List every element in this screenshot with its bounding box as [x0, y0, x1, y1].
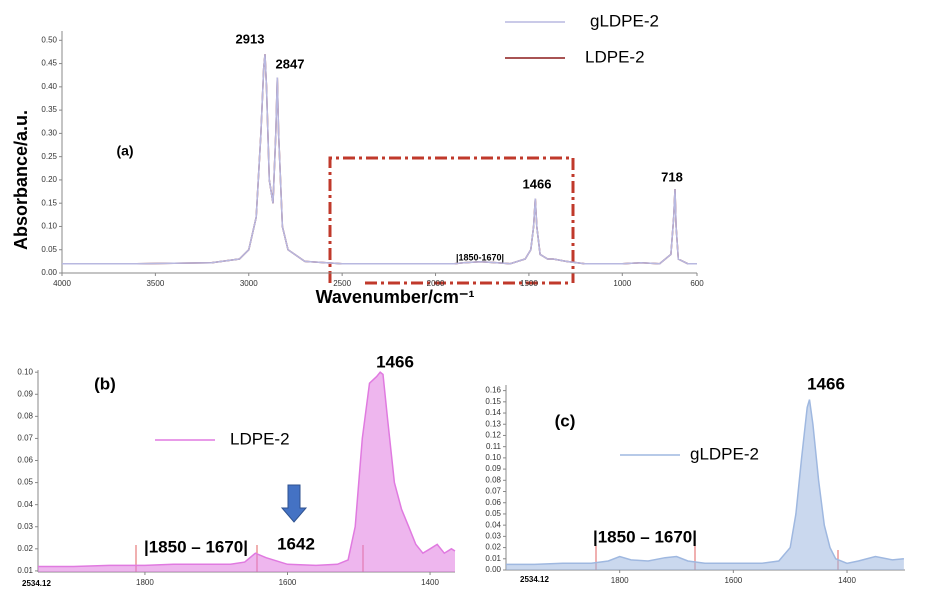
y-tick-label: 0.00	[485, 565, 501, 574]
x-tick-label: 1400	[421, 578, 439, 587]
x-tick-label: 1400	[838, 576, 856, 585]
y-tick-label: 0.50	[41, 35, 57, 44]
y-tick-label: 0.30	[41, 128, 57, 137]
y-tick-label: 0.10	[41, 222, 57, 231]
y-tick-label: 0.10	[17, 367, 33, 376]
spectrum-line	[506, 399, 904, 566]
spectrum-line	[62, 54, 697, 265]
annotation: 718	[661, 169, 683, 184]
y-tick-label: 0.05	[17, 478, 33, 487]
annotation: |1850 – 1670|	[593, 527, 697, 546]
annotation: (b)	[94, 374, 116, 393]
y-tick-label: 0.05	[41, 245, 57, 254]
annotation: |1850-1670|	[456, 252, 504, 262]
x-tick-label: 3000	[240, 279, 258, 288]
y-tick-label: 0.16	[485, 386, 501, 395]
y-tick-label: 0.05	[485, 509, 501, 518]
x-tick-label: 1800	[611, 576, 629, 585]
y-tick-label: 0.35	[41, 105, 57, 114]
y-tick-label: 0.01	[485, 554, 501, 563]
y-tick-label: 0.12	[485, 431, 501, 440]
y-tick-label: 0.03	[485, 531, 501, 540]
spectrum-line	[62, 54, 697, 265]
annotation: 1642	[277, 534, 315, 553]
y-tick-label: 0.15	[485, 397, 501, 406]
y-tick-label: 0.15	[41, 198, 57, 207]
y-tick-label: 0.04	[17, 500, 33, 509]
x-tick-label: 600	[690, 279, 704, 288]
y-tick-label: 0.09	[485, 464, 501, 473]
y-tick-label: 0.08	[17, 411, 33, 420]
y-tick-label: 0.20	[41, 175, 57, 184]
corner-label: 2534.12	[22, 579, 51, 588]
x-tick-label: 1600	[279, 578, 297, 587]
y-axis-label: Absorbance/a.u.	[11, 110, 31, 250]
x-tick-label: 1800	[136, 578, 154, 587]
annotation: 1466	[523, 176, 552, 191]
y-tick-label: 0.13	[485, 419, 501, 428]
annotation: 2847	[276, 56, 305, 71]
annotation: |1850 – 1670|	[144, 537, 248, 556]
y-tick-label: 0.02	[485, 543, 501, 552]
annotation: 2913	[236, 31, 265, 46]
x-tick-label: 3500	[146, 279, 164, 288]
y-tick-label: 0.04	[485, 520, 501, 529]
y-tick-label: 0.00	[41, 268, 57, 277]
x-axis-label: Wavenumber/cm⁻¹	[316, 287, 475, 307]
annotation: 1466	[376, 352, 414, 371]
x-tick-label: 1500	[520, 279, 538, 288]
highlight-box	[328, 156, 575, 285]
arrow	[280, 484, 308, 523]
x-tick-label: 2000	[427, 279, 445, 288]
corner-label: 2534.12	[520, 575, 549, 584]
y-tick-label: 0.45	[41, 59, 57, 68]
y-tick-label: 0.07	[485, 487, 501, 496]
x-tick-label: 2500	[333, 279, 351, 288]
x-tick-label: 4000	[53, 279, 71, 288]
y-tick-label: 0.09	[17, 389, 33, 398]
y-tick-label: 0.25	[41, 152, 57, 161]
legend-label: gLDPE-2	[590, 11, 659, 30]
y-tick-label: 0.14	[485, 408, 501, 417]
y-tick-label: 0.06	[485, 498, 501, 507]
y-tick-label: 0.07	[17, 434, 33, 443]
y-tick-label: 0.01	[17, 566, 33, 575]
y-tick-label: 0.02	[17, 544, 33, 553]
y-tick-label: 0.40	[41, 82, 57, 91]
area	[506, 399, 904, 570]
legend-label: LDPE-2	[230, 429, 290, 448]
annotation: 1466	[807, 374, 845, 393]
spectrum-line	[38, 371, 456, 568]
y-tick-label: 0.06	[17, 456, 33, 465]
x-tick-label: 1600	[724, 576, 742, 585]
legend-label: gLDPE-2	[690, 444, 759, 463]
y-tick-label: 0.10	[485, 453, 501, 462]
y-tick-label: 0.08	[485, 475, 501, 484]
legend-label: LDPE-2	[585, 47, 645, 66]
annotation: (a)	[116, 143, 133, 159]
y-tick-label: 0.03	[17, 522, 33, 531]
x-tick-label: 1000	[613, 279, 631, 288]
y-tick-label: 0.11	[486, 442, 502, 451]
area	[38, 372, 455, 572]
annotation: (c)	[555, 411, 576, 430]
